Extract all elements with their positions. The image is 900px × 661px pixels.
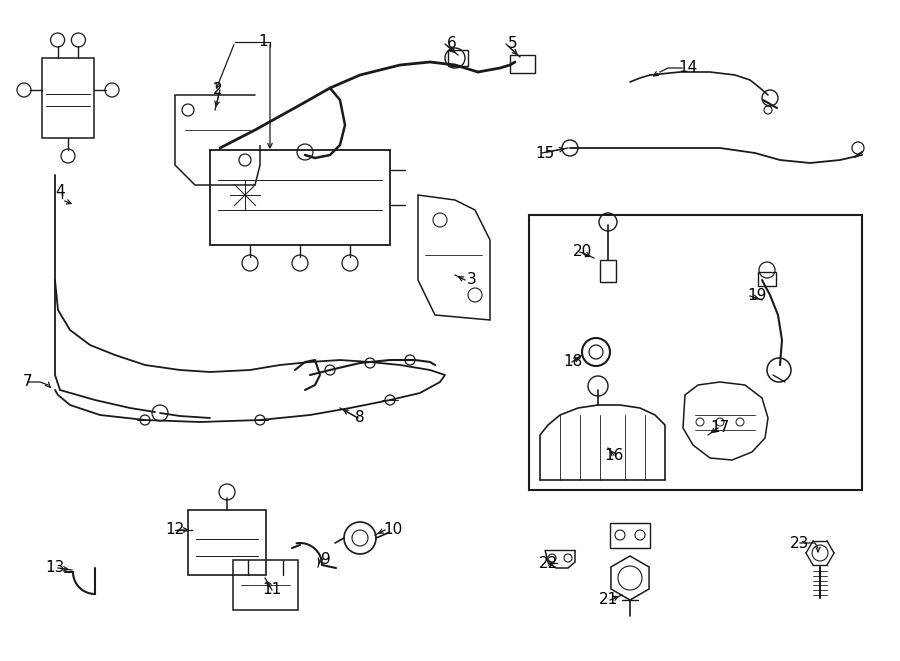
Text: 12: 12 (166, 522, 184, 537)
Text: 8: 8 (356, 410, 364, 426)
Text: 14: 14 (679, 61, 698, 75)
Text: 1: 1 (258, 34, 268, 50)
Bar (42, 58, 94, 138)
Text: 15: 15 (536, 145, 554, 161)
Bar (510, 55, 535, 73)
Bar (529, 215, 862, 490)
Text: 18: 18 (563, 354, 582, 369)
Text: 20: 20 (572, 245, 591, 260)
Bar (600, 260, 616, 282)
Text: 19: 19 (747, 288, 767, 303)
Bar (758, 272, 776, 286)
Text: 22: 22 (538, 555, 558, 570)
Text: 11: 11 (263, 582, 282, 598)
Bar (448, 50, 468, 66)
Text: 4: 4 (55, 184, 65, 200)
Text: 2: 2 (213, 83, 223, 98)
Text: 5: 5 (508, 36, 518, 52)
Text: 16: 16 (604, 447, 624, 463)
Text: 9: 9 (321, 553, 331, 568)
Bar (610, 523, 650, 548)
Text: 23: 23 (790, 535, 810, 551)
Text: 21: 21 (599, 592, 618, 607)
Text: 7: 7 (23, 375, 32, 389)
Bar (210, 150, 390, 245)
Text: 3: 3 (467, 272, 477, 288)
Text: 17: 17 (710, 420, 730, 436)
Text: 13: 13 (45, 561, 65, 576)
Bar (233, 560, 298, 610)
Bar (188, 510, 266, 575)
Text: 10: 10 (383, 522, 402, 537)
Text: 6: 6 (447, 36, 457, 52)
